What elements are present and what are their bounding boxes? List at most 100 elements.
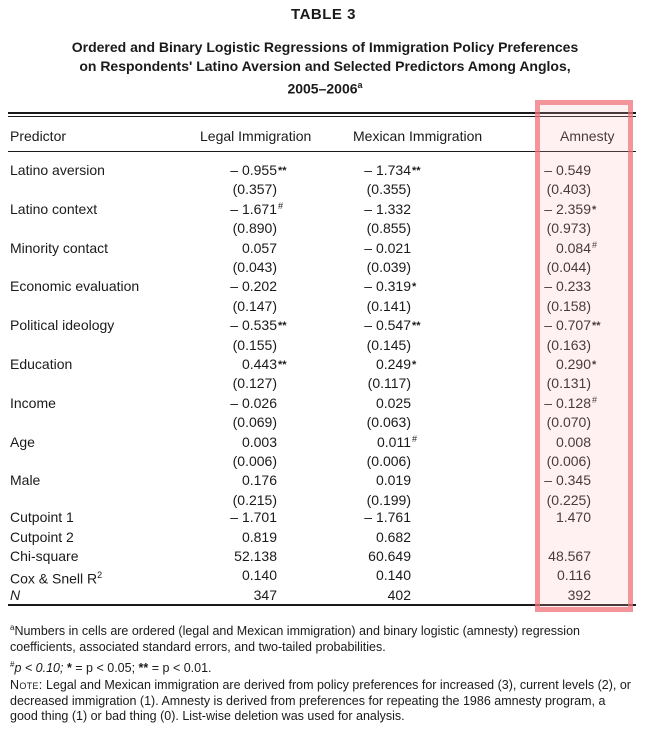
legal-coefficient-value: – 0.535: [230, 317, 277, 334]
legal-standard-error: (0.890): [233, 219, 298, 237]
table-title: Ordered and Binary Logistic Regressions …: [14, 38, 636, 99]
mexican-standard-error: (0.039): [367, 258, 432, 276]
mexican-standard-error: (0.855): [367, 219, 432, 237]
note-text: Legal and Mexican immigration are derive…: [10, 678, 631, 723]
amnesty-stat-value-value: 48.567: [548, 548, 591, 564]
mexican-coefficient: – 0.319*: [364, 277, 432, 297]
header-mexican-immigration: Mexican Immigration: [353, 128, 483, 144]
amnesty-coefficient: – 2.359*: [544, 200, 612, 220]
legal-stat-value: 347: [254, 586, 298, 604]
amnesty-coefficient: – 0.128#: [544, 394, 612, 414]
stat-label-text: Chi-square: [10, 548, 79, 564]
amnesty-standard-error-value: (0.070): [546, 414, 591, 431]
amnesty-standard-error-value: (0.403): [546, 181, 591, 198]
legal-stat-value: – 1.701: [230, 508, 298, 526]
mexican-coefficient: 0.011#: [377, 433, 432, 453]
legal-standard-error: (0.155): [233, 336, 298, 354]
predictor-label: Male: [10, 472, 41, 489]
legal-standard-error: (0.127): [233, 374, 298, 392]
bottom-rule: [8, 604, 636, 606]
amnesty-stat-value: [591, 528, 612, 546]
stat-label-text: N: [10, 586, 21, 603]
amnesty-stat-value: 1.470: [556, 508, 612, 526]
amnesty-standard-error-value: (0.131): [546, 375, 591, 392]
legal-coefficient-value: – 0.955: [230, 162, 277, 178]
mexican-standard-error: (0.063): [367, 413, 432, 431]
amnesty-coefficient: 0.084#: [556, 239, 612, 259]
mexican-standard-error-value: (0.199): [366, 491, 411, 508]
stat-label: Cutpoint 2: [10, 528, 74, 546]
predictor-label: Latino aversion: [10, 162, 105, 178]
amnesty-coefficient: – 0.707**: [544, 316, 612, 336]
mexican-standard-error: (0.006): [367, 452, 432, 470]
title-footnote-marker: a: [357, 80, 363, 90]
top-rule-thin: [8, 116, 636, 117]
amnesty-coefficient: 0.290*: [556, 355, 612, 375]
significance-key: #p < 0.10; * = p < 0.05; ** = p < 0.01.: [10, 657, 636, 677]
legal-coefficient-significance: #: [278, 200, 284, 211]
mexican-standard-error-value: (0.355): [366, 181, 411, 198]
legal-stat-value-value: 0.140: [241, 567, 277, 584]
legal-coefficient-significance: **: [278, 320, 287, 333]
mexican-standard-error: (0.117): [368, 374, 432, 392]
mexican-stat-value: 0.140: [376, 566, 432, 584]
legal-coefficient: – 0.026: [230, 394, 298, 412]
header-legal-immigration: Legal Immigration: [200, 128, 312, 144]
sig-mark-star: *: [66, 661, 72, 676]
legal-stat-value-value: 52.138: [234, 548, 277, 564]
amnesty-coefficient-value: 0.290: [555, 356, 591, 372]
title-line-3: 2005–2006a: [287, 80, 363, 97]
mexican-coefficient-value: – 0.319: [364, 278, 411, 295]
note-label: Note:: [10, 678, 43, 692]
mexican-coefficient-value: – 0.021: [364, 239, 411, 256]
mexican-coefficient-value: 0.249: [375, 356, 411, 372]
predictor-label: Minority contact: [10, 239, 109, 256]
sig-mark-hash: #: [10, 660, 15, 669]
mexican-coefficient-significance: **: [412, 320, 421, 333]
amnesty-coefficient-significance: *: [592, 359, 597, 371]
legal-stat-value: 0.819: [242, 528, 298, 546]
legal-coefficient-value: – 0.202: [230, 278, 277, 295]
mexican-coefficient-value: – 0.547: [364, 317, 411, 334]
amnesty-standard-error: (0.044): [547, 258, 612, 276]
mexican-coefficient: 0.249*: [376, 355, 432, 375]
title-line-2: on Respondents' Latino Aversion and Sele…: [79, 58, 571, 74]
legal-coefficient: 0.003: [242, 433, 298, 451]
legal-standard-error-value: (0.069): [232, 414, 277, 431]
legal-coefficient-value: 0.443: [241, 356, 277, 372]
mexican-coefficient: 0.025: [376, 394, 432, 412]
amnesty-coefficient-significance: #: [592, 239, 598, 250]
predictor-label: Political ideology: [10, 317, 115, 334]
mexican-stat-value-value: 0.140: [375, 567, 411, 584]
amnesty-stat-value-value: 392: [567, 586, 591, 603]
amnesty-coefficient-significance: **: [592, 320, 601, 333]
legal-standard-error-value: (0.215): [232, 491, 277, 508]
amnesty-coefficient-significance: #: [592, 394, 598, 405]
stat-label: Cutpoint 1: [10, 508, 74, 526]
legal-standard-error: (0.043): [233, 258, 298, 276]
legal-coefficient: – 0.202: [230, 277, 298, 295]
mexican-standard-error: (0.355): [367, 180, 432, 198]
stat-label: Chi-square: [10, 547, 78, 565]
legal-standard-error: (0.069): [233, 413, 298, 431]
mexican-standard-error-value: (0.063): [366, 414, 411, 431]
mexican-coefficient-value: 0.025: [375, 394, 411, 411]
mexican-stat-value-value: – 1.761: [364, 509, 411, 526]
mexican-coefficient: – 0.547**: [364, 316, 432, 336]
stat-label-text: Cutpoint 1: [10, 509, 74, 526]
mexican-coefficient-significance: **: [412, 165, 421, 177]
stat-label-text: Cutpoint 2: [10, 528, 74, 545]
predictor-label: Latino context: [10, 200, 98, 217]
top-rule: [8, 112, 636, 114]
legal-coefficient-value: 0.003: [241, 433, 277, 450]
mexican-stat-value: 402: [388, 586, 432, 604]
amnesty-standard-error: (0.973): [547, 219, 612, 237]
mexican-coefficient-significance: *: [412, 359, 417, 371]
footnote-a: aNumbers in cells are ordered (legal and…: [10, 623, 580, 654]
amnesty-stat-value-value: 0.116: [557, 567, 591, 584]
mexican-coefficient: – 1.332: [364, 200, 432, 218]
amnesty-coefficient: – 0.345: [544, 471, 612, 489]
legal-coefficient-value: 0.176: [241, 472, 277, 489]
amnesty-standard-error-value: (0.225): [546, 491, 591, 508]
legal-standard-error: (0.006): [233, 452, 298, 470]
